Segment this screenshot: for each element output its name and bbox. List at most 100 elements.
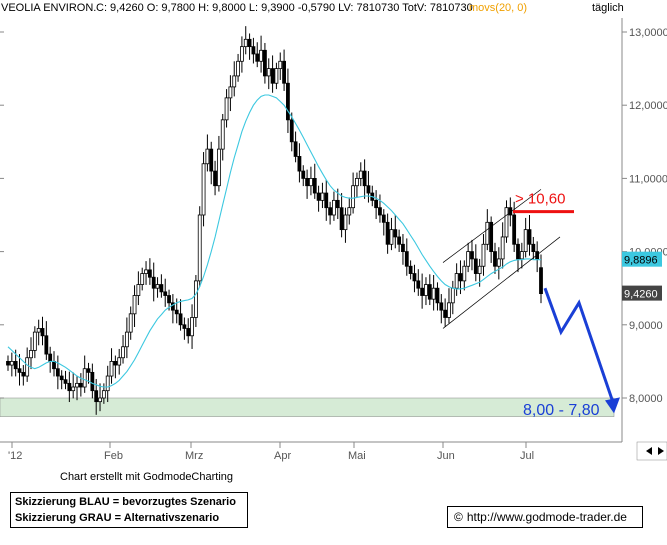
candle-body [63, 379, 68, 384]
candle-body [174, 309, 179, 315]
candle-body [424, 284, 428, 296]
x-tick-label: Apr [274, 450, 291, 462]
candle-body [213, 170, 217, 187]
candle-body [462, 265, 467, 282]
candle-body [335, 199, 340, 209]
candle-body [374, 199, 379, 209]
candle-body [21, 371, 26, 377]
candle-body [190, 317, 194, 337]
candle-body [358, 170, 363, 179]
x-tick-label: Mai [348, 450, 366, 462]
candle-body [94, 390, 99, 403]
candle-body [86, 368, 91, 373]
candle-body [504, 207, 509, 238]
sma-line [7, 94, 541, 388]
candle-body [132, 295, 137, 315]
candle-body [259, 49, 263, 62]
candle-body [477, 265, 482, 274]
candle-body [320, 192, 325, 201]
candle-body [516, 243, 520, 260]
candle-body [147, 269, 152, 278]
candle-body [55, 368, 60, 377]
candle-body [13, 360, 18, 370]
header-indicator: movs(20, 0) [469, 2, 527, 14]
close-price-label: 9,4260 [624, 289, 658, 301]
candle-body [163, 291, 168, 296]
candlestick-series [6, 26, 543, 415]
candle-body [121, 346, 125, 359]
candle-body [243, 38, 248, 48]
channel-lower-line [442, 236, 561, 329]
candle-body [431, 287, 436, 300]
y-tick-label: 11,0000 [629, 173, 667, 185]
candle-body [539, 267, 543, 295]
candle-body [274, 68, 279, 84]
candle-body [25, 357, 30, 377]
candle-body [512, 214, 517, 245]
candle-body [186, 328, 191, 337]
candle-body [124, 331, 129, 348]
candle-body [489, 221, 494, 253]
y-tick-label: 8,0000 [629, 393, 663, 405]
candle-body [351, 185, 356, 209]
candle-body [263, 49, 267, 77]
scenario-legend: Skizzierung BLAU = bevorzugtes Szenario … [10, 492, 248, 528]
candle-body [201, 163, 206, 216]
candle-body [155, 284, 160, 289]
candle-body [401, 243, 405, 252]
candle-body [439, 302, 444, 311]
candle-body [117, 357, 122, 366]
sma-price-label: 9,8896 [624, 255, 658, 267]
candle-body [232, 75, 237, 88]
candle-body [324, 192, 329, 209]
candle-body [48, 353, 53, 362]
candle-body [328, 207, 333, 216]
candle-body [347, 207, 352, 216]
candle-body [481, 243, 486, 267]
candle-body [297, 156, 302, 172]
candle-body [178, 313, 183, 326]
x-tick-label: Jul [520, 450, 534, 462]
candle-body [278, 60, 283, 69]
header-period: täglich [592, 2, 624, 14]
candle-body [289, 119, 294, 143]
sma-price-box [622, 251, 662, 267]
candle-body [75, 382, 79, 388]
candle-body [343, 214, 348, 231]
source-link[interactable]: © http://www.godmode-trader.de [447, 506, 643, 528]
candle-body [458, 273, 463, 282]
support-zone [0, 397, 615, 417]
candle-body [236, 60, 240, 77]
scroll-left-icon[interactable] [646, 447, 652, 455]
x-tick-label: Mrz [185, 450, 203, 462]
scenario-arrowhead [605, 397, 620, 414]
candle-body [301, 170, 306, 179]
x-tick-label: Jun [437, 450, 455, 462]
source-url[interactable]: http://www.godmode-trader.de [466, 510, 627, 524]
y-tick-label: 13,0000 [629, 27, 667, 39]
candle-body [32, 331, 37, 351]
scroll-right-icon[interactable] [658, 447, 664, 455]
scroll-arrows[interactable] [636, 441, 667, 461]
candle-body [443, 309, 448, 318]
candle-body [109, 360, 114, 377]
candle-body [293, 141, 298, 157]
candle-body [193, 280, 198, 318]
candle-body [228, 86, 233, 99]
candle-body [362, 170, 367, 187]
candle-body [216, 148, 221, 187]
y-tick-label: 12,0000 [629, 100, 667, 112]
candle-body [493, 251, 497, 267]
candle-body [519, 251, 524, 260]
scenario-path [543, 287, 616, 406]
candle-body [447, 302, 451, 318]
candle-body [393, 229, 398, 238]
candle-body [531, 243, 536, 252]
candle-body [36, 328, 41, 333]
candle-body [251, 46, 256, 55]
candle-body [136, 284, 141, 296]
plot-area [0, 18, 621, 442]
candle-body [67, 382, 72, 392]
candle-body [59, 375, 64, 381]
